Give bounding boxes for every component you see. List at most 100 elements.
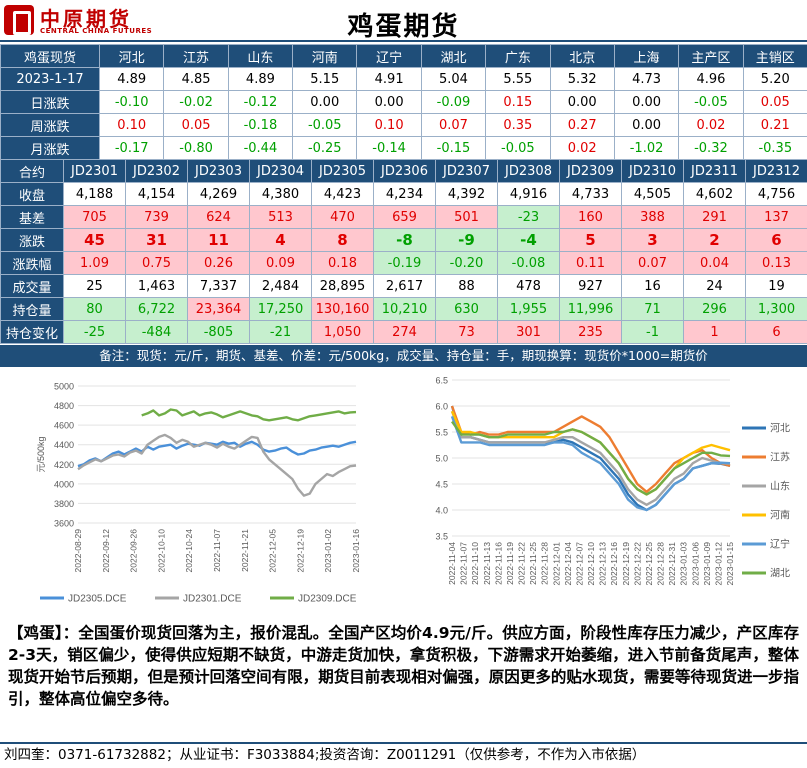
- spot-change-cell: 0.10: [356, 113, 422, 137]
- spot-change-cell: -0.12: [227, 90, 294, 114]
- futures-value-cell: 88: [435, 274, 498, 298]
- x-tick-label: 2023-01-09: [702, 542, 712, 586]
- spot-change-cell: 0.27: [549, 113, 615, 137]
- x-tick-label: 2022-11-13: [482, 542, 492, 585]
- futures-value-cell: 388: [621, 205, 684, 229]
- futures-value-cell: 6: [745, 228, 807, 252]
- futures-value-cell: -0.19: [373, 251, 436, 275]
- y-axis-label: 元/500kg: [36, 436, 46, 472]
- x-tick-label: 2022-09-12: [101, 529, 111, 573]
- series-line-2: [77, 433, 357, 497]
- futures-row-label: 持仓量: [0, 297, 64, 321]
- spot-change-cell: -0.35: [742, 136, 807, 160]
- y-tick-label: 5.5: [435, 428, 448, 438]
- y-tick-label: 4600: [54, 421, 74, 431]
- spot-change-cell: -0.10: [98, 90, 165, 114]
- futures-value-cell: 1,300: [745, 297, 807, 321]
- y-tick-label: 6.0: [435, 402, 448, 412]
- x-tick-label: 2022-11-07: [212, 529, 222, 572]
- x-tick-label: 2022-12-05: [268, 529, 278, 573]
- futures-value-cell: 6: [745, 320, 807, 344]
- x-tick-label: 2022-12-19: [295, 529, 305, 573]
- spot-change-cell: -0.15: [420, 136, 487, 160]
- spot-change-cell: -0.18: [227, 113, 294, 137]
- region-header: 上海: [613, 44, 680, 68]
- market-commentary: 【鸡蛋】：全国蛋价现货回落为主，报价混乱。全国产区均价4.9元/斤。供应方面，阶…: [8, 624, 799, 708]
- futures-value-cell: 301: [497, 320, 560, 344]
- contract-header: JD2303: [187, 159, 250, 183]
- futures-corner-cell: 合约: [0, 159, 64, 183]
- y-tick-label: 4400: [54, 440, 74, 450]
- futures-row-label: 成交量: [0, 274, 64, 298]
- spot-price-cell: 5.04: [420, 67, 487, 91]
- spot-change-cell: -0.17: [98, 136, 165, 160]
- futures-value-cell: -0.08: [497, 251, 560, 275]
- spot-price-cell: 5.55: [485, 67, 551, 91]
- series-line-1: [77, 440, 357, 468]
- x-tick-label: 2022-12-31: [667, 542, 677, 586]
- spot-price-table: 鸡蛋现货 河北 江苏 山东 河南 辽宁 湖北 广东 北京 上海 主产区 主销区 2023-1-17 4.8…: [0, 44, 807, 160]
- futures-value-cell: 23,364: [187, 297, 250, 321]
- futures-value-cell: 630: [435, 297, 498, 321]
- spot-change-cell: -0.02: [163, 90, 229, 114]
- futures-value-cell: 5: [559, 228, 622, 252]
- region-header: 主产区: [678, 44, 744, 68]
- spot-price-cell: 4.89: [227, 67, 294, 91]
- spot-change-cell: 0.07: [420, 113, 487, 137]
- futures-price-chart-svg: 5000 4800 4600 4400 4200 4000 3800 36002022-08-…: [36, 382, 361, 605]
- futures-value-cell: 478: [497, 274, 560, 298]
- spot-row-label: 周涨跌: [0, 113, 100, 137]
- futures-value-cell: 6,722: [125, 297, 188, 321]
- futures-value-cell: 17,250: [249, 297, 312, 321]
- futures-value-cell: 705: [63, 205, 126, 229]
- futures-value-cell: 274: [373, 320, 436, 344]
- futures-value-cell: 0.07: [621, 251, 684, 275]
- futures-value-cell: 0.11: [559, 251, 622, 275]
- spot-change-cell: -0.05: [292, 113, 358, 137]
- futures-value-cell: 4,188: [63, 182, 126, 206]
- futures-value-cell: 3: [621, 228, 684, 252]
- spot-price-cell: 5.15: [292, 67, 358, 91]
- spot-price-cell: 4.89: [98, 67, 165, 91]
- futures-value-cell: 16: [621, 274, 684, 298]
- contract-header: JD2304: [249, 159, 312, 183]
- spot-change-cell: -0.32: [678, 136, 744, 160]
- futures-value-cell: 4: [249, 228, 312, 252]
- logo-english-name: CENTRAL CHINA FUTURES: [40, 27, 153, 35]
- x-tick-label: 2022-12-25: [644, 542, 654, 586]
- x-tick-label: 2022-11-28: [540, 542, 550, 585]
- futures-value-cell: 4,234: [373, 182, 436, 206]
- spot-price-chart: 6.5 6.0 5.5 5.0 4.5 4.0 3.5 2022-11-04 2022-11-0…: [404, 370, 807, 615]
- futures-value-cell: 0.75: [125, 251, 188, 275]
- x-tick-label: 2022-12-07: [574, 542, 584, 586]
- contract-header: JD2312: [745, 159, 807, 183]
- contract-header: JD2310: [621, 159, 684, 183]
- futures-value-cell: 11,996: [559, 297, 622, 321]
- y-tick-label: 3.5: [435, 532, 448, 542]
- spot-change-cell: 0.21: [742, 113, 807, 137]
- spot-change-cell: -1.02: [613, 136, 680, 160]
- futures-row-label: 收盘: [0, 182, 64, 206]
- y-tick-label: 4.5: [435, 480, 448, 490]
- spot-change-cell: -0.25: [292, 136, 358, 160]
- futures-value-cell: 25: [63, 274, 126, 298]
- spot-row-label: 日涨跌: [0, 90, 100, 114]
- series-line-6: [451, 420, 731, 496]
- contract-header: JD2302: [125, 159, 188, 183]
- header: 中原期货 CENTRAL CHINA FUTURES 鸡蛋期货: [0, 0, 807, 42]
- futures-value-cell: 0.09: [249, 251, 312, 275]
- contract-header: JD2306: [373, 159, 436, 183]
- futures-value-cell: -21: [249, 320, 312, 344]
- x-tick-label: 2022-11-19: [505, 542, 515, 585]
- spot-change-cell: 0.00: [613, 113, 680, 137]
- futures-value-cell: -23: [497, 205, 560, 229]
- y-tick-label: 4800: [54, 401, 74, 411]
- x-tick-label: 2023-01-06: [690, 542, 700, 586]
- futures-row-label: 持仓变化: [0, 320, 64, 344]
- spot-price-cell: 4.96: [678, 67, 744, 91]
- futures-value-cell: 10,210: [373, 297, 436, 321]
- region-header: 河南: [292, 44, 358, 68]
- legend-label: 山东: [770, 480, 790, 493]
- region-header: 广东: [485, 44, 551, 68]
- futures-value-cell: 1,463: [125, 274, 188, 298]
